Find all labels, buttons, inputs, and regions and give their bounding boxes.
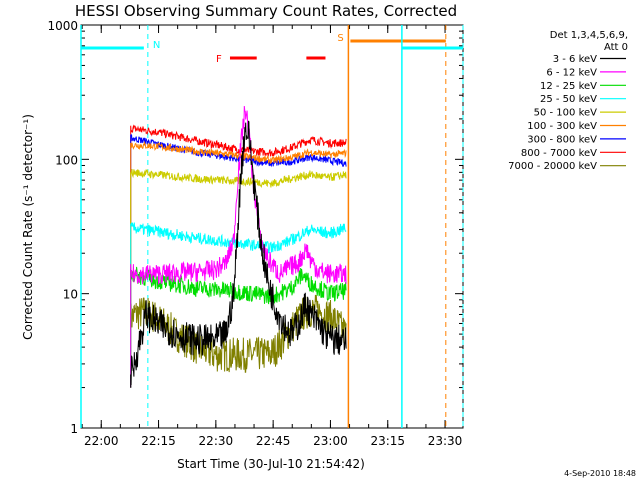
legend-label: 100 - 300 keV <box>527 121 597 132</box>
series-line <box>130 105 347 388</box>
x-tick-label: 23:00 <box>313 434 348 448</box>
region-label-n: N <box>153 40 160 51</box>
flare-flag-label: F <box>216 54 222 65</box>
x-tick-label: 23:15 <box>370 434 405 448</box>
y-axis-label: Corrected Count Rate (s⁻¹ detector⁻¹) <box>21 114 35 340</box>
series-line <box>130 294 347 388</box>
x-tick-label: 22:00 <box>84 434 119 448</box>
region-label-s: S <box>337 33 343 44</box>
series-line <box>130 120 347 388</box>
y-tick-label: 1000 <box>47 19 78 33</box>
legend-label: 25 - 50 keV <box>540 94 597 105</box>
legend-label: 7000 - 20000 keV <box>508 161 597 172</box>
series-line <box>130 124 347 388</box>
x-axis-label: Start Time (30-Jul-10 21:54:42) <box>177 457 365 471</box>
x-tick-label: 22:15 <box>141 434 176 448</box>
series-line <box>130 133 347 388</box>
legend-header: Att 0 <box>604 42 628 53</box>
x-tick-label: 22:45 <box>256 434 291 448</box>
chart-title: HESSI Observing Summary Count Rates, Cor… <box>75 2 457 20</box>
y-tick-label: 1 <box>70 422 78 436</box>
legend-label: 50 - 100 keV <box>534 108 598 119</box>
y-tick-label: 100 <box>55 153 78 167</box>
legend-label: 800 - 7000 keV <box>521 148 597 159</box>
legend-label: 300 - 800 keV <box>527 134 597 145</box>
plot-frame <box>80 24 464 429</box>
x-tick-label: 23:30 <box>428 434 463 448</box>
legend-label: 3 - 6 keV <box>553 54 597 65</box>
footer-timestamp: 4-Sep-2010 18:48 <box>564 469 636 478</box>
x-tick-label: 22:30 <box>199 434 234 448</box>
legend-label: 12 - 25 keV <box>540 81 597 92</box>
legend-header: Det 1,3,4,5,6,9, <box>550 30 628 41</box>
y-tick-label: 10 <box>63 288 78 302</box>
legend: Det 1,3,4,5,6,9,Att 0 3 - 6 keV 6 - 12 keV… <box>508 30 628 172</box>
legend-label: 6 - 12 keV <box>546 67 597 78</box>
plot-area: 1 10 100 1000 22:00 22:15 22:30 22:45 23:00 23:15… <box>47 19 464 448</box>
series-line <box>130 140 347 388</box>
